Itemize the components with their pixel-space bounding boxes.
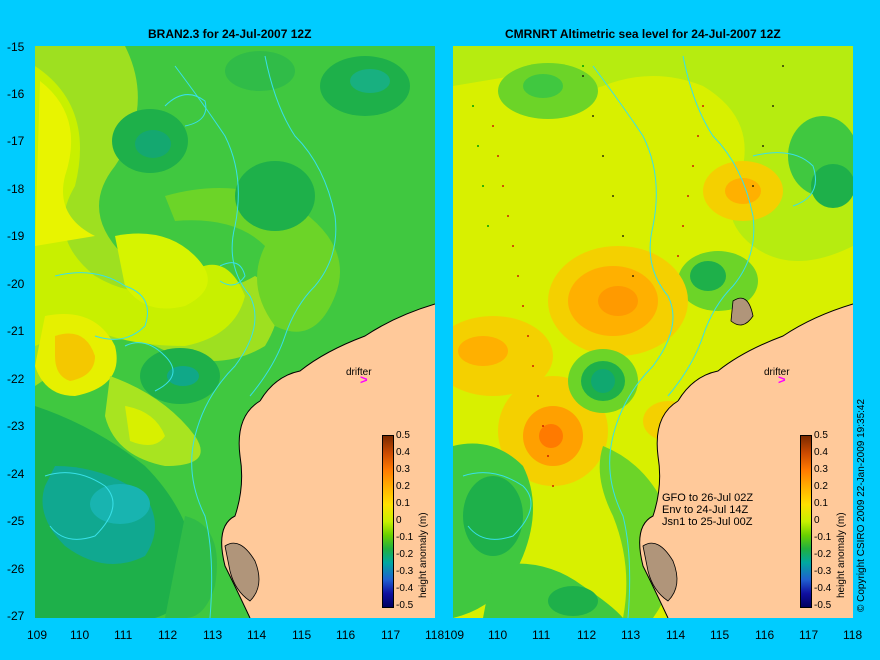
x-tick: 117: [799, 628, 819, 642]
colorbar-tick: 0.2: [396, 481, 410, 492]
colorbar-tick: 0: [396, 515, 402, 526]
left-colorbar-label: height anomaly (m): [418, 512, 429, 598]
left-colorbar: [382, 435, 394, 608]
bran-map-panel: [35, 46, 435, 618]
left-drifter-arrow-icon: >: [360, 372, 368, 387]
x-tick: 111: [532, 628, 551, 642]
copyright-text: © Copyright CSIRO 2009 22-Jan-2009 19:35…: [856, 398, 867, 612]
x-tick: 110: [70, 628, 90, 642]
colorbar-tick: 0.1: [396, 498, 410, 509]
colorbar-tick: -0.4: [814, 583, 832, 594]
satellite-info: GFO to 26-Jul 02Z Env to 24-Jul 14Z Jsn1…: [662, 492, 753, 528]
colorbar-tick: -0.1: [814, 532, 832, 543]
colorbar-tick: -0.5: [396, 600, 414, 611]
x-tick: 110: [488, 628, 508, 642]
right-drifter-label: drifter: [764, 367, 790, 378]
x-tick: 112: [158, 628, 178, 642]
x-tick: 113: [621, 628, 641, 642]
colorbar-tick: 0.2: [814, 481, 828, 492]
y-tick: -25: [7, 514, 25, 528]
colorbar-tick: 0.5: [396, 430, 410, 441]
x-tick: 118: [425, 628, 445, 642]
y-tick: -15: [7, 40, 25, 54]
satellite-line: GFO to 26-Jul 02Z: [662, 492, 754, 504]
right-drifter-arrow-icon: >: [778, 372, 786, 387]
x-tick: 109: [444, 628, 465, 642]
x-tick: 113: [203, 628, 223, 642]
x-tick: 114: [247, 628, 267, 642]
colorbar-tick: 0.5: [814, 430, 828, 441]
satellite-line: Env to 24-Jul 14Z: [662, 504, 749, 516]
colorbar-tick: -0.2: [396, 549, 414, 560]
colorbar-tick: 0.3: [814, 464, 828, 475]
colorbar-tick: 0.4: [814, 447, 828, 458]
left-panel-title: BRAN2.3 for 24-Jul-2007 12Z: [148, 27, 312, 41]
colorbar-tick: -0.3: [814, 566, 832, 577]
y-tick: -18: [7, 182, 25, 196]
x-tick: 111: [114, 628, 133, 642]
y-tick: -27: [7, 609, 25, 623]
colorbar-tick: 0.4: [396, 447, 410, 458]
y-tick: -21: [7, 324, 25, 338]
x-tick: 114: [666, 628, 686, 642]
y-tick: -17: [7, 134, 25, 148]
colorbar-tick: 0.1: [814, 498, 828, 509]
x-tick: 117: [381, 628, 401, 642]
colorbar-tick: -0.4: [396, 583, 414, 594]
left-drifter-label: drifter: [346, 367, 372, 378]
colorbar-tick: 0: [814, 515, 820, 526]
colorbar-tick: -0.1: [396, 532, 414, 543]
y-tick: -24: [7, 467, 25, 481]
right-colorbar-label: height anomaly (m): [836, 512, 847, 598]
x-tick: 115: [710, 628, 730, 642]
satellite-line: Jsn1 to 25-Jul 00Z: [662, 516, 753, 528]
cmrnrt-map-panel: [453, 46, 853, 618]
x-tick: 116: [755, 628, 775, 642]
x-tick: 112: [577, 628, 597, 642]
x-tick: 109: [27, 628, 48, 642]
x-tick: 115: [292, 628, 312, 642]
cmrnrt-map: [453, 46, 853, 618]
colorbar-tick: -0.2: [814, 549, 832, 560]
right-panel-title: CMRNRT Altimetric sea level for 24-Jul-2…: [505, 27, 781, 41]
y-tick: -26: [7, 562, 25, 576]
bran-map: [35, 46, 435, 618]
x-tick: 116: [336, 628, 356, 642]
y-tick: -23: [7, 419, 25, 433]
colorbar-tick: -0.3: [396, 566, 414, 577]
colorbar-tick: -0.5: [814, 600, 832, 611]
x-tick: 118: [843, 628, 863, 642]
y-tick: -19: [7, 229, 25, 243]
y-tick: -20: [7, 277, 25, 291]
colorbar-tick: 0.3: [396, 464, 410, 475]
y-tick: -22: [7, 372, 25, 386]
y-tick: -16: [7, 87, 25, 101]
right-colorbar: [800, 435, 812, 608]
